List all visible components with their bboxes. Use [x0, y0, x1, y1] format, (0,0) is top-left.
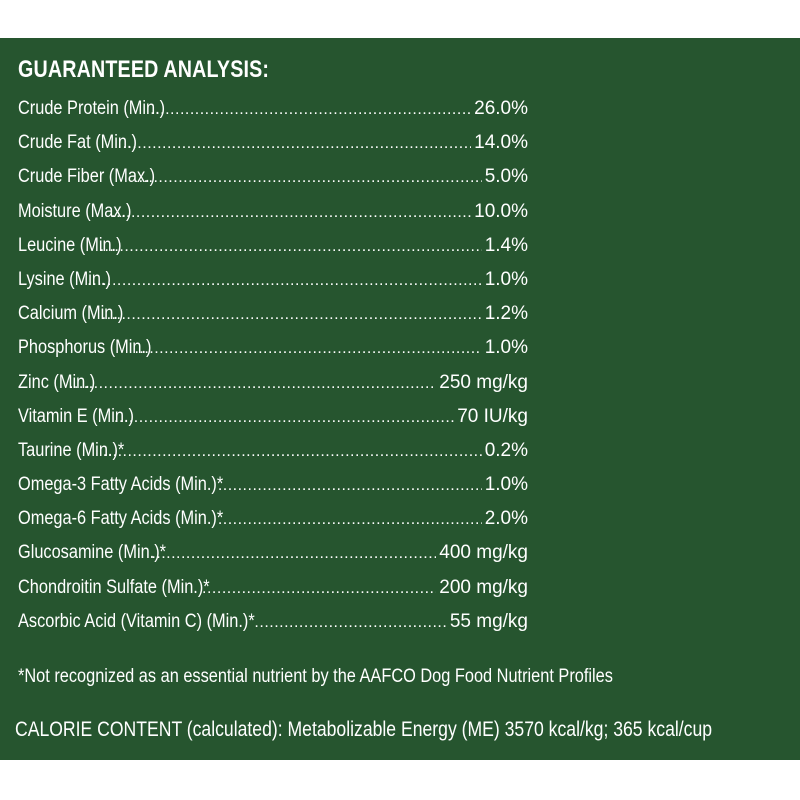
- analysis-row: Vitamin E (Min.) 70 IU/kg: [18, 400, 528, 434]
- nutrient-label: Calcium (Min.): [18, 303, 124, 325]
- analysis-row: Crude Fat (Min.) 14.0%: [18, 126, 528, 160]
- dot-leader: [134, 332, 481, 366]
- footnote: *Not recognized as an essential nutrient…: [18, 666, 613, 687]
- nutrient-label: Leucine (Min.): [18, 234, 122, 256]
- dot-leader: [218, 469, 482, 503]
- nutrient-label: Phosphorus (Min.): [18, 337, 152, 359]
- analysis-title: GUARANTEED ANALYSIS:: [18, 56, 270, 83]
- dot-leader: [103, 435, 482, 469]
- dot-leader: [118, 127, 472, 161]
- dot-leader: [111, 196, 471, 230]
- nutrient-label: Moisture (Max.): [18, 200, 132, 222]
- nutrient-value: 400 mg/kg: [439, 542, 528, 564]
- guaranteed-analysis-panel: GUARANTEED ANALYSIS: Crude Protein (Min.…: [0, 38, 800, 760]
- dot-leader: [69, 367, 436, 401]
- nutrient-label: Taurine (Min.)*: [18, 439, 125, 461]
- dot-leader: [254, 606, 446, 640]
- nutrient-label: Crude Fat (Min.): [18, 132, 137, 154]
- nutrient-value: 1.0%: [484, 474, 528, 496]
- analysis-row: Glucosamine (Min.)* 400 mg/kg: [18, 536, 528, 570]
- nutrient-label: Omega-6 Fatty Acids (Min.)*: [18, 508, 224, 530]
- nutrient-value: 14.0%: [474, 132, 528, 154]
- nutrient-value: 0.2%: [484, 439, 528, 461]
- analysis-row: Lysine (Min.) 1.0%: [18, 263, 528, 297]
- nutrient-label: Glucosamine (Min.)*: [18, 542, 167, 564]
- dot-leader: [114, 401, 454, 435]
- dot-leader: [139, 161, 482, 195]
- analysis-row: Chondroitin Sulfate (Min.)* 200 mg/kg: [18, 571, 528, 605]
- analysis-row: Leucine (Min.) 1.4%: [18, 229, 528, 263]
- nutrient-value: 250 mg/kg: [439, 371, 528, 393]
- calorie-content: CALORIE CONTENT (calculated): Metaboliza…: [15, 718, 713, 741]
- analysis-rows: Crude Protein (Min.) 26.0% Crude Fat (Min.…: [18, 92, 528, 639]
- nutrient-value: 26.0%: [474, 98, 528, 119]
- analysis-row: Ascorbic Acid (Vitamin C) (Min.)* 55 mg/k…: [18, 605, 528, 639]
- analysis-row: Moisture (Max.) 10.0%: [18, 195, 528, 229]
- analysis-row: Calcium (Min.) 1.2%: [18, 297, 528, 331]
- analysis-row: Taurine (Min.)* 0.2%: [18, 434, 528, 468]
- analysis-row: Omega-3 Fatty Acids (Min.)* 1.0%: [18, 468, 528, 502]
- nutrient-label: Omega-3 Fatty Acids (Min.)*: [18, 474, 224, 496]
- nutrient-value: 70 IU/kg: [457, 405, 528, 427]
- dot-leader: [150, 93, 471, 127]
- dot-leader: [151, 537, 436, 571]
- nutrient-label: Ascorbic Acid (Vitamin C) (Min.)*: [18, 610, 255, 632]
- analysis-row: Phosphorus (Min.) 1.0%: [18, 331, 528, 365]
- nutrient-value: 1.0%: [484, 268, 528, 290]
- nutrient-value: 10.0%: [474, 200, 528, 222]
- analysis-row: Crude Protein (Min.) 26.0%: [18, 92, 528, 126]
- nutrient-value: 55 mg/kg: [449, 610, 528, 632]
- nutrient-label: Chondroitin Sulfate (Min.)*: [18, 576, 210, 598]
- nutrient-value: 1.2%: [484, 303, 528, 325]
- nutrient-value: 1.4%: [484, 234, 528, 256]
- analysis-row: Zinc (Min.) 250 mg/kg: [18, 366, 528, 400]
- nutrient-value: 200 mg/kg: [439, 576, 528, 598]
- dot-leader: [102, 298, 482, 332]
- analysis-row: Omega-6 Fatty Acids (Min.)* 2.0%: [18, 502, 528, 536]
- nutrient-label: Vitamin E (Min.): [18, 405, 134, 427]
- dot-leader: [100, 230, 482, 264]
- analysis-row: Crude Fiber (Max.) 5.0%: [18, 160, 528, 194]
- nutrient-value: 1.0%: [484, 337, 528, 359]
- dot-leader: [87, 264, 481, 298]
- nutrient-label: Crude Fiber (Max.): [18, 166, 156, 188]
- nutrient-value: 2.0%: [484, 508, 528, 530]
- nutrient-label: Lysine (Min.): [18, 268, 111, 290]
- nutrient-label: Zinc (Min.): [18, 371, 96, 393]
- nutrient-label: Crude Protein (Min.): [18, 98, 166, 119]
- dot-leader: [202, 572, 436, 606]
- dot-leader: [218, 503, 482, 537]
- nutrient-value: 5.0%: [484, 166, 528, 188]
